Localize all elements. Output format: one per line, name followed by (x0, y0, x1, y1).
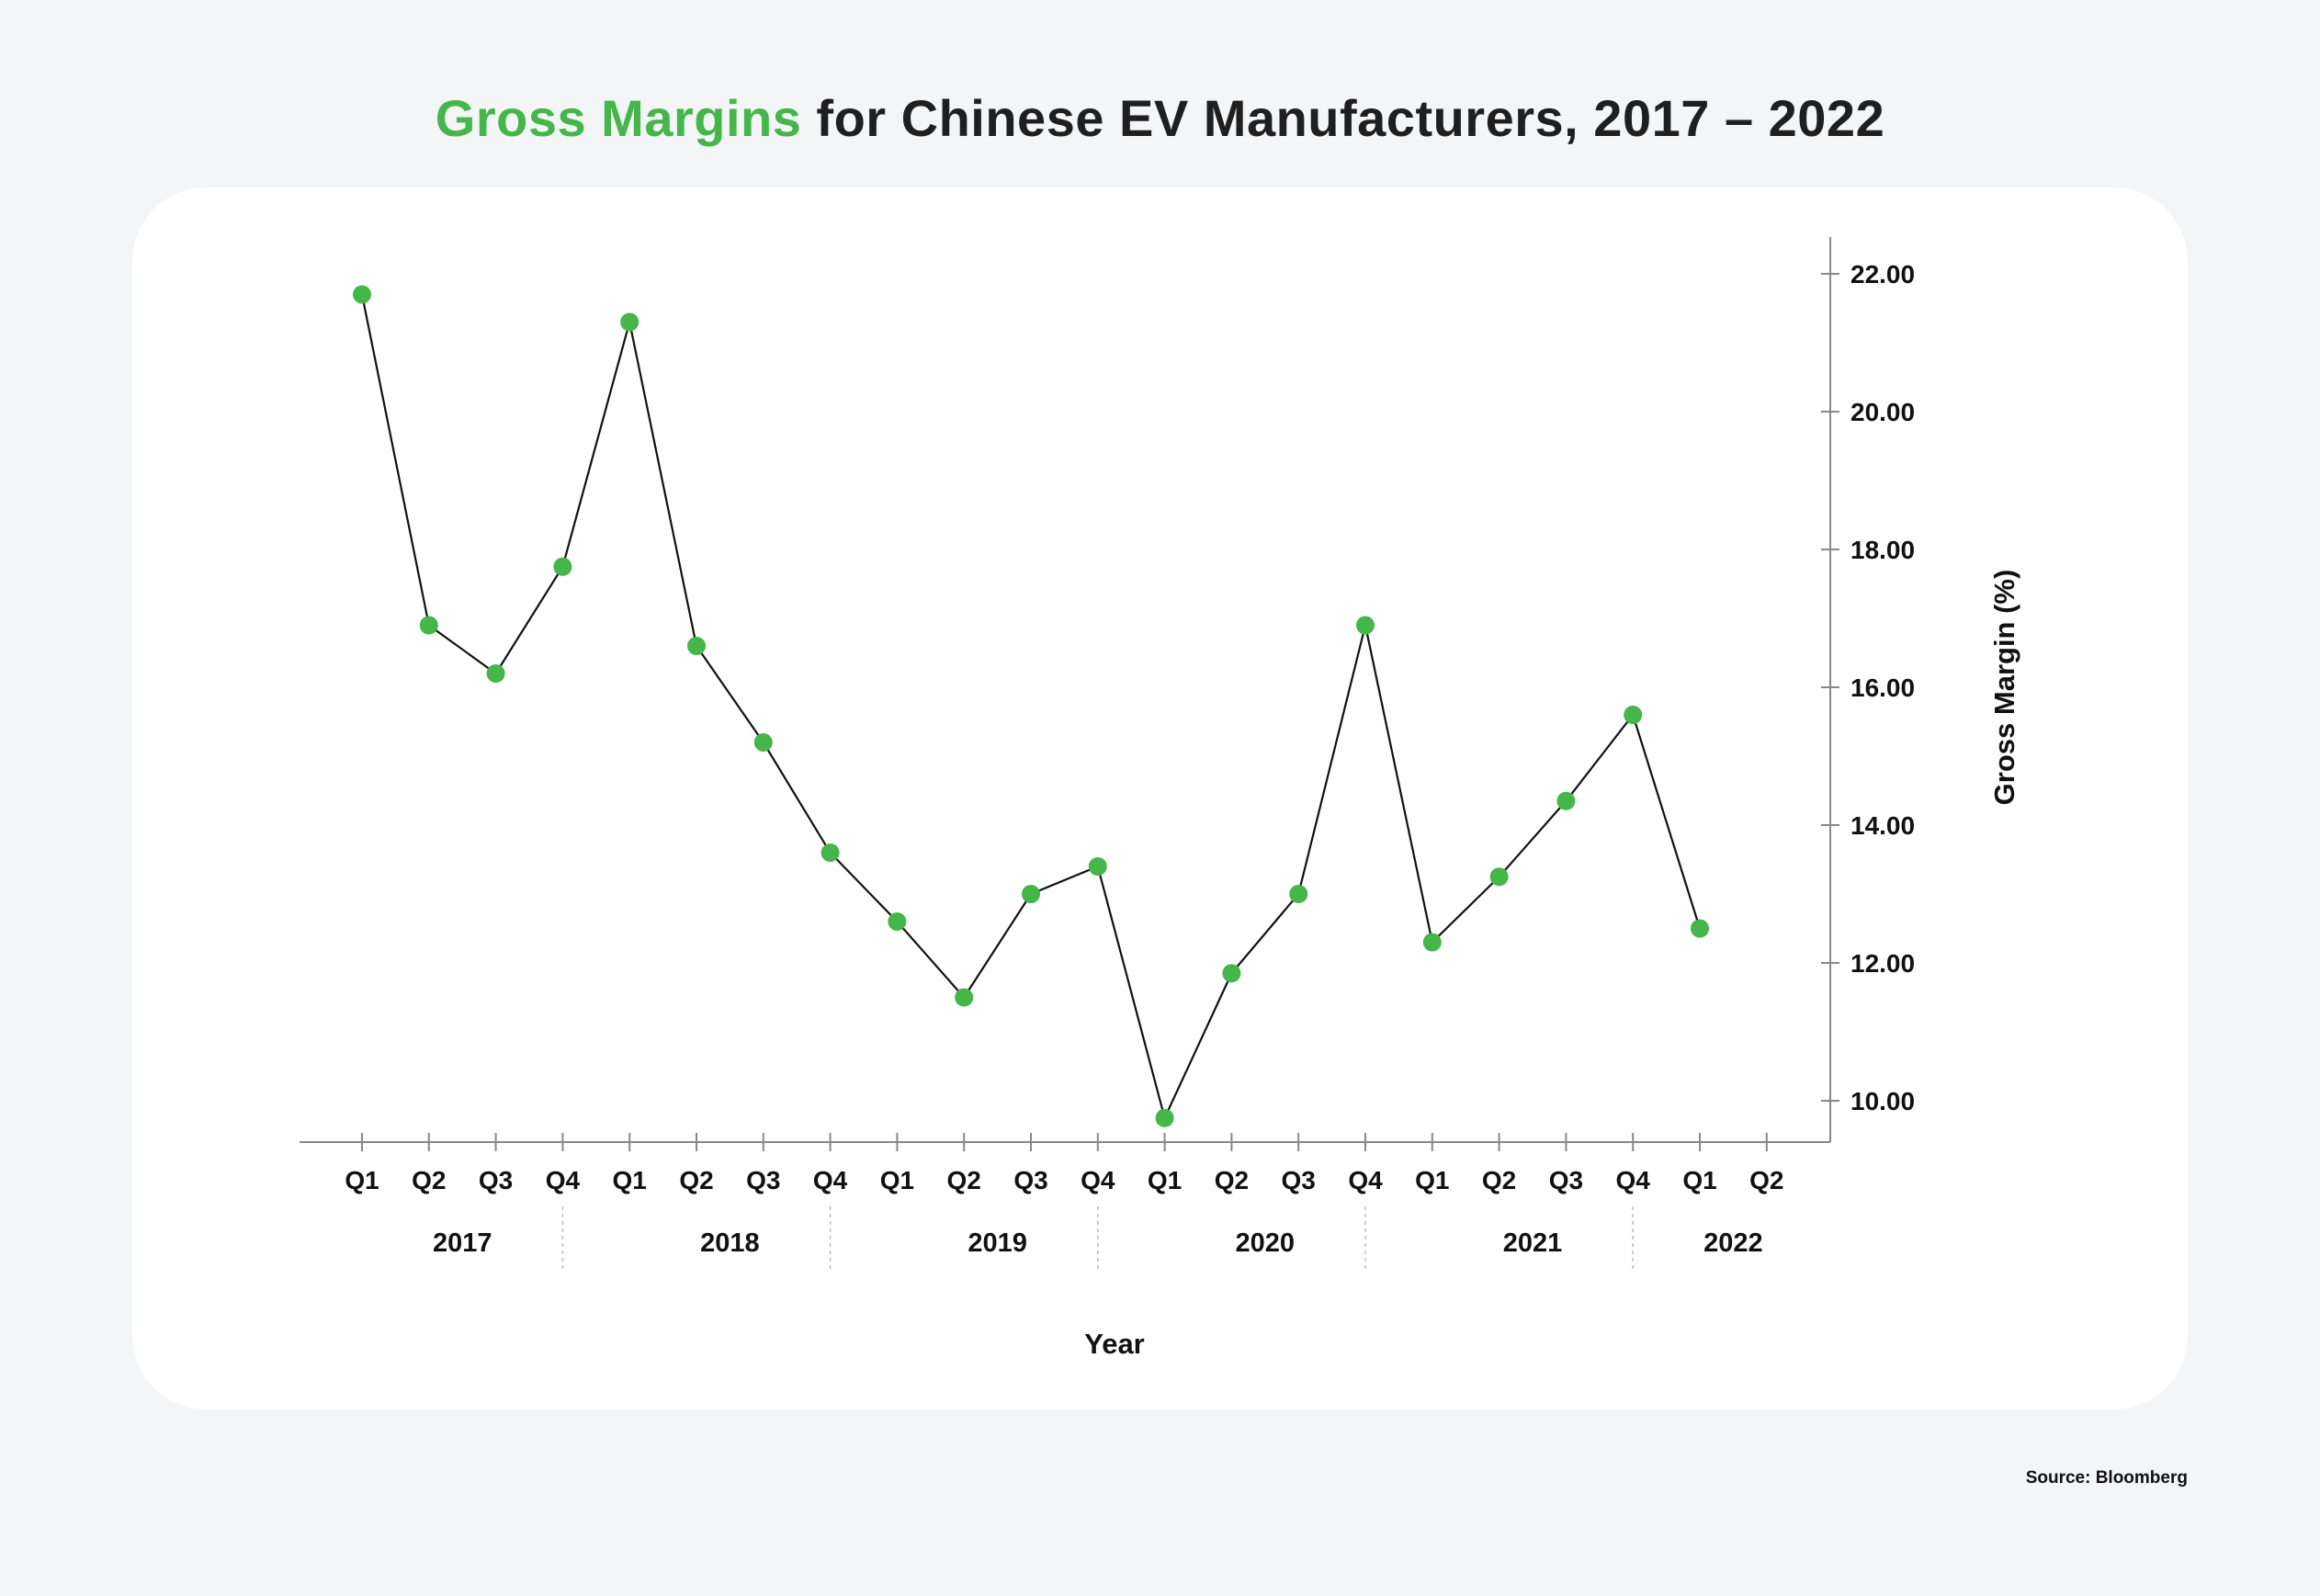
x-tick-label: Q4 (546, 1166, 581, 1194)
x-tick-label: Q2 (1215, 1166, 1249, 1194)
x-tick-label: Q2 (412, 1166, 446, 1194)
x-tick-label: Q1 (1415, 1166, 1449, 1194)
data-point (1489, 867, 1509, 887)
chart-title-rest: for Chinese EV Manufacturers, 2017 – 202… (801, 89, 1885, 147)
y-tick-label: 14.00 (1850, 811, 1915, 840)
x-tick-label: Q4 (1348, 1166, 1383, 1194)
data-point (1088, 857, 1107, 876)
x-tick-label: Q3 (479, 1166, 513, 1194)
x-tick-label: Q3 (1282, 1166, 1316, 1194)
year-label: 2020 (1236, 1228, 1296, 1258)
x-tick-label: Q2 (679, 1166, 713, 1194)
data-point (1155, 1108, 1174, 1127)
data-point (1422, 933, 1442, 952)
data-point (1691, 919, 1709, 938)
data-point (888, 912, 907, 931)
y-tick-label: 10.00 (1850, 1087, 1915, 1115)
y-axis-label: Gross Margin (%) (1988, 570, 2020, 806)
chart-card (132, 187, 2188, 1409)
source-note: Source: Bloomberg (2025, 1468, 2188, 1488)
data-point (419, 616, 438, 635)
data-point (486, 664, 505, 683)
y-tick-label: 12.00 (1850, 949, 1915, 978)
x-tick-label: Q3 (1013, 1166, 1047, 1194)
x-tick-label: Q2 (947, 1166, 981, 1194)
year-label: 2022 (1703, 1228, 1763, 1258)
data-point (1356, 616, 1375, 635)
x-tick-label: Q1 (613, 1166, 647, 1194)
year-label: 2017 (433, 1228, 492, 1258)
y-tick-label: 20.00 (1850, 398, 1915, 426)
y-tick-label: 22.00 (1850, 260, 1915, 289)
year-label: 2021 (1503, 1228, 1563, 1258)
x-tick-label: Q4 (1616, 1166, 1651, 1194)
x-tick-label: Q1 (345, 1166, 379, 1194)
data-point (1624, 706, 1643, 724)
data-point (1222, 964, 1241, 983)
data-point (955, 988, 974, 1007)
x-tick-label: Q2 (1482, 1166, 1516, 1194)
x-tick-label: Q1 (1682, 1166, 1716, 1194)
x-tick-label: Q2 (1749, 1166, 1783, 1194)
data-point (620, 312, 639, 332)
data-point (753, 733, 773, 752)
data-point (553, 557, 572, 576)
year-label: 2019 (968, 1228, 1027, 1258)
y-tick-label: 16.00 (1850, 673, 1915, 702)
data-point (1556, 791, 1576, 810)
year-label: 2018 (700, 1228, 760, 1258)
x-tick-label: Q4 (813, 1166, 848, 1194)
x-tick-label: Q1 (1148, 1166, 1182, 1194)
x-tick-label: Q1 (880, 1166, 914, 1194)
x-axis-label: Year (1084, 1328, 1145, 1360)
data-point (353, 285, 371, 304)
data-point (820, 843, 840, 862)
data-point (687, 637, 706, 655)
series-line (360, 294, 1702, 1121)
data-point (1289, 885, 1308, 903)
chart-title: Gross Margins for Chinese EV Manufacture… (0, 88, 2320, 148)
x-tick-label: Q3 (1549, 1166, 1583, 1194)
x-tick-label: Q3 (746, 1166, 780, 1194)
y-tick-label: 18.00 (1850, 536, 1915, 564)
chart-title-highlight: Gross Margins (435, 89, 802, 147)
x-tick-label: Q4 (1081, 1166, 1115, 1194)
data-point (1022, 885, 1040, 903)
